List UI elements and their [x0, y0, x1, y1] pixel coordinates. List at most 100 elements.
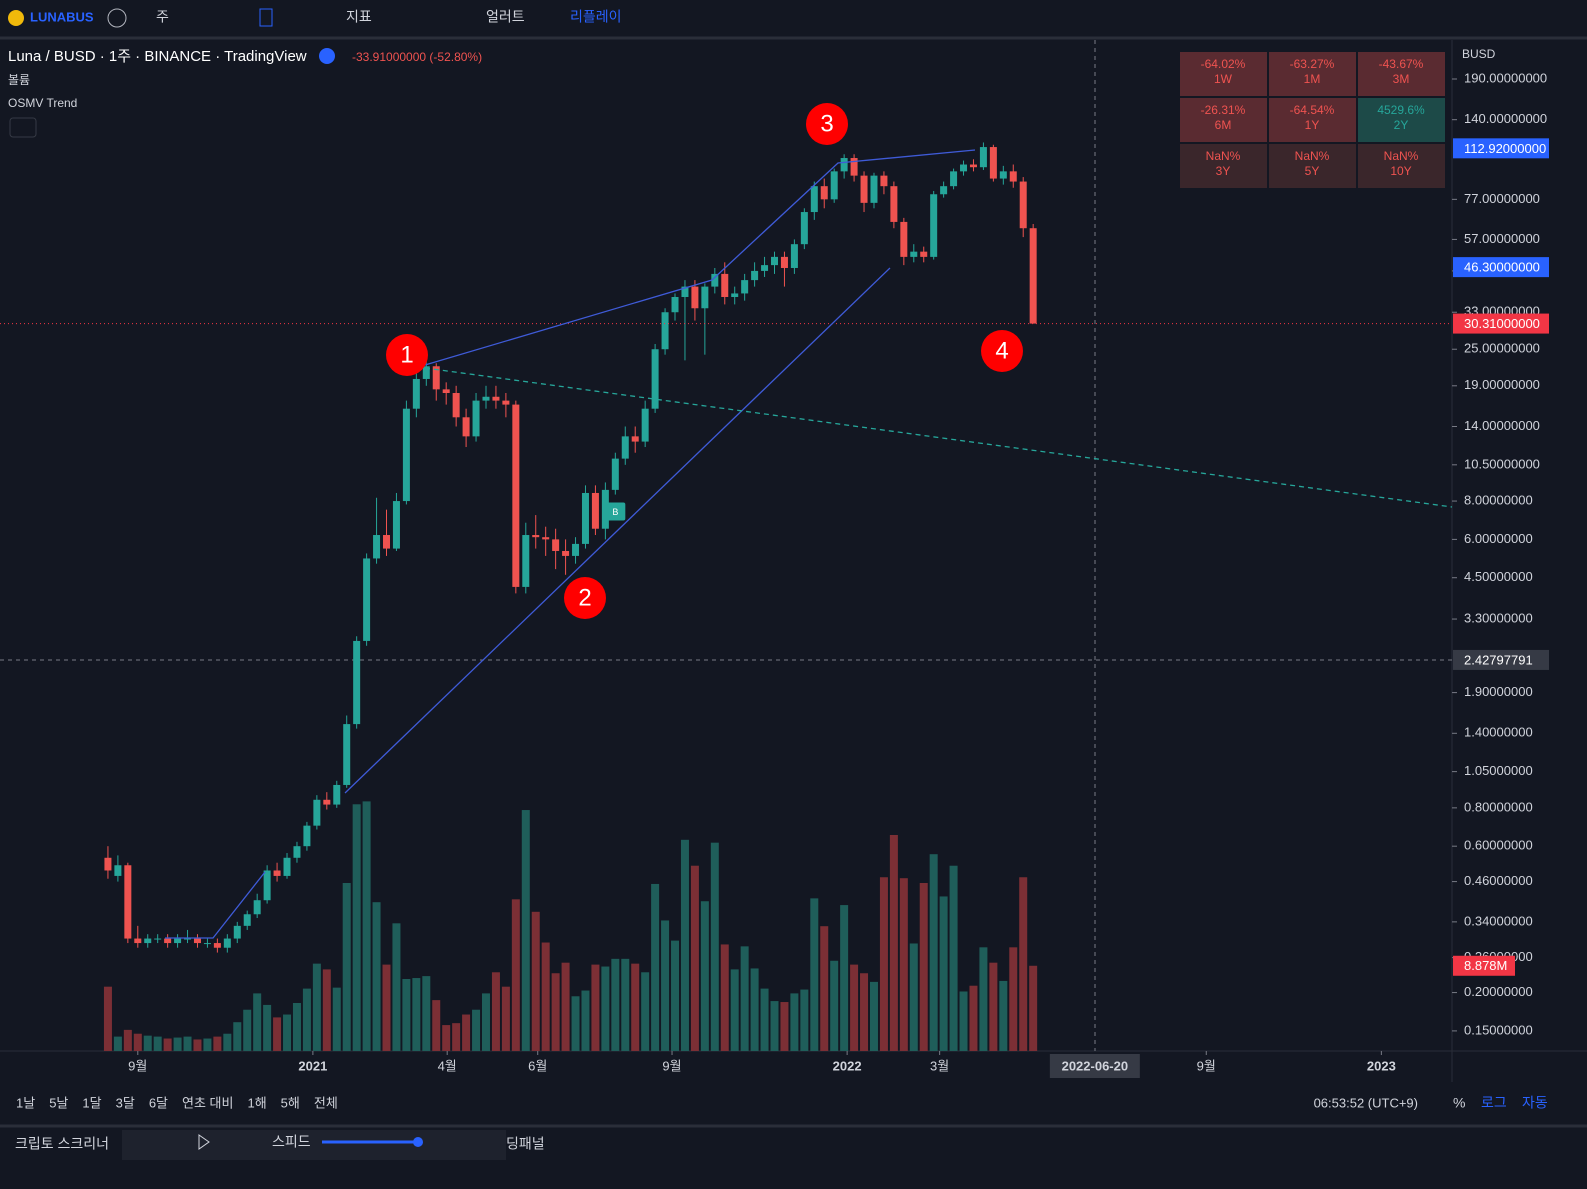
- volume-bar: [143, 1035, 152, 1051]
- candle-body: [910, 251, 918, 257]
- scale-button[interactable]: 로그: [1481, 1095, 1507, 1111]
- volume-bar: [342, 883, 351, 1051]
- candle-body: [572, 543, 580, 556]
- screener-tab[interactable]: 크립토 스크리너: [15, 1136, 109, 1152]
- y-tick-label: 0.80000000: [1464, 799, 1533, 814]
- volume-bar: [203, 1038, 212, 1051]
- candle-body: [1019, 181, 1027, 229]
- volume-bar: [462, 1014, 471, 1051]
- range-button[interactable]: 1달: [82, 1095, 101, 1110]
- volume-bar: [571, 996, 580, 1051]
- candle-body: [671, 296, 679, 313]
- speed-label: 스피드: [272, 1134, 311, 1150]
- logo[interactable]: LUNABUS: [30, 9, 94, 24]
- candle-body: [950, 171, 958, 187]
- candle-body: [611, 458, 619, 490]
- range-button[interactable]: 전체: [314, 1095, 338, 1110]
- candle-body: [223, 938, 231, 948]
- chart-type[interactable]: [259, 8, 273, 27]
- crosshair-date-badge: [1049, 1054, 1140, 1078]
- candle-body: [721, 273, 729, 297]
- trend-line: [424, 367, 1453, 508]
- range-button[interactable]: 1해: [247, 1095, 266, 1110]
- replay-button[interactable]: 리플레이: [570, 9, 622, 25]
- annotation-label: 4: [995, 337, 1008, 364]
- candle-body: [960, 164, 968, 172]
- range-button[interactable]: 5해: [281, 1095, 300, 1110]
- performance-cell: [1358, 52, 1445, 96]
- trend-line: [165, 871, 266, 939]
- volume-bar: [332, 987, 341, 1051]
- range-button[interactable]: 3달: [116, 1095, 135, 1110]
- candle-body: [432, 366, 440, 390]
- play-button[interactable]: [198, 1134, 210, 1150]
- candle-body: [979, 147, 987, 168]
- range-button[interactable]: 1날: [16, 1095, 35, 1110]
- candle-body: [373, 535, 381, 559]
- candle-body: [631, 436, 639, 442]
- candle-body: [900, 221, 908, 257]
- candle-body: [144, 938, 152, 944]
- candle-body: [114, 865, 122, 876]
- performance-period: 3M: [1393, 72, 1410, 86]
- scale-button[interactable]: %: [1453, 1095, 1465, 1111]
- range-button[interactable]: 6달: [149, 1095, 168, 1110]
- annotation-label: 3: [820, 110, 833, 137]
- volume-bar: [939, 896, 948, 1051]
- replay-badge: [319, 48, 335, 64]
- volume-bar: [740, 946, 749, 1051]
- volume-legend: 볼륨: [8, 73, 30, 87]
- y-tick-label: 77.00000000: [1464, 191, 1540, 206]
- volume-bar: [879, 877, 888, 1051]
- price-badge-label: 46.30000000: [1464, 260, 1540, 275]
- y-tick-label: 0.20000000: [1464, 984, 1533, 999]
- candle-body: [810, 186, 818, 213]
- volume-bar: [432, 1000, 441, 1051]
- add-symbol[interactable]: [107, 8, 127, 28]
- annotations: 1 2 3 4: [386, 103, 1023, 619]
- candle-body: [233, 925, 241, 939]
- y-tick-label: 190.00000000: [1464, 70, 1547, 85]
- volume-badge-label: 8.878M: [1464, 958, 1507, 973]
- indicator-legend: OSMV Trend: [8, 96, 77, 110]
- footer-bar: [0, 1082, 1587, 1125]
- candle-body: [860, 175, 868, 203]
- candle-body: [930, 194, 938, 257]
- currency-label: BUSD: [1462, 47, 1496, 61]
- range-button[interactable]: 연초 대비: [182, 1095, 233, 1110]
- candle-body: [820, 186, 828, 200]
- performance-cell: [1269, 98, 1356, 142]
- candle-body: [741, 280, 749, 294]
- volume-bar: [382, 964, 391, 1051]
- performance-cell: [1180, 98, 1267, 142]
- volume-bar: [233, 1022, 242, 1051]
- candle-body: [681, 286, 689, 297]
- volume-bar: [601, 966, 610, 1051]
- logo-icon: [8, 10, 24, 26]
- y-tick-label: 1.40000000: [1464, 725, 1533, 740]
- volume-bar: [929, 854, 938, 1051]
- x-tick-label: 9월: [128, 1058, 147, 1073]
- trend-line: [344, 267, 891, 794]
- candle-body: [104, 857, 112, 871]
- interval-button[interactable]: 주: [156, 9, 169, 25]
- candle-body: [323, 799, 331, 805]
- collapse-legend[interactable]: [9, 117, 37, 138]
- performance-value: -64.02%: [1201, 57, 1246, 71]
- candle-body: [890, 186, 898, 222]
- scale-button[interactable]: 자동: [1522, 1095, 1548, 1111]
- y-tick-label: 14.00000000: [1464, 418, 1540, 433]
- volume-bar: [641, 972, 650, 1051]
- price-change: -33.91000000 (-52.80%): [352, 50, 482, 64]
- candle-body: [761, 265, 769, 271]
- indicators-button[interactable]: 지표: [346, 9, 372, 25]
- candle-body: [711, 273, 719, 287]
- performance-period: 5Y: [1305, 164, 1320, 178]
- panel-tab[interactable]: 딩패널: [506, 1136, 545, 1152]
- volume-bar: [163, 1038, 172, 1051]
- candle-body: [442, 389, 450, 394]
- range-button[interactable]: 5날: [49, 1095, 68, 1110]
- candle-body: [940, 186, 948, 195]
- alert-button[interactable]: 얼러트: [486, 9, 525, 25]
- speed-handle[interactable]: [413, 1137, 423, 1147]
